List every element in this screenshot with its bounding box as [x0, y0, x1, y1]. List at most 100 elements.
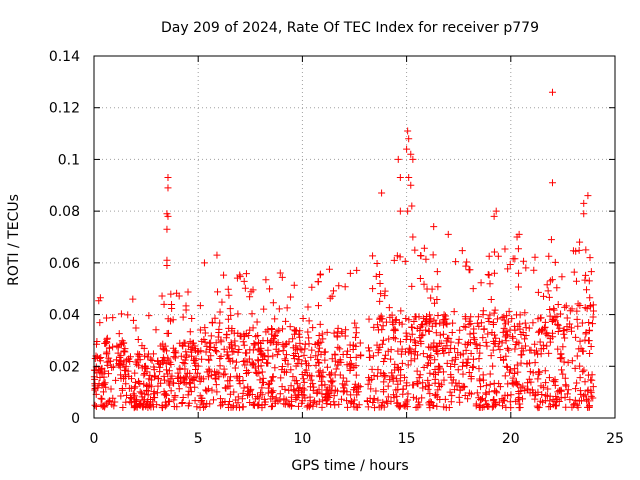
data-point — [542, 330, 550, 338]
data-point — [221, 370, 229, 378]
data-point — [550, 315, 558, 323]
data-point — [503, 344, 511, 352]
data-point — [436, 396, 444, 404]
data-point — [97, 394, 105, 402]
data-point — [566, 396, 574, 404]
data-point — [356, 383, 364, 391]
data-point — [300, 351, 308, 359]
data-point — [246, 399, 254, 407]
data-point — [235, 404, 243, 412]
data-point — [381, 287, 389, 295]
data-point — [107, 385, 115, 393]
data-point — [440, 311, 448, 319]
data-point — [519, 328, 527, 336]
data-point — [141, 369, 149, 377]
data-point — [273, 351, 281, 359]
data-point — [445, 403, 453, 411]
data-point — [352, 371, 360, 379]
data-point — [289, 335, 297, 343]
data-point — [155, 375, 163, 383]
data-point — [530, 266, 538, 274]
data-point — [257, 362, 265, 370]
data-point — [507, 404, 515, 412]
data-point — [244, 383, 252, 391]
data-point — [164, 174, 172, 182]
data-point — [132, 396, 140, 404]
data-point — [548, 88, 556, 96]
data-point — [115, 330, 123, 338]
data-point — [314, 278, 322, 286]
data-point — [276, 396, 284, 404]
data-point — [353, 266, 361, 274]
data-point — [524, 385, 532, 393]
data-point — [501, 333, 509, 341]
data-point — [499, 396, 507, 404]
data-point — [536, 338, 544, 346]
data-point — [535, 403, 543, 411]
data-point — [476, 375, 484, 383]
data-point — [334, 343, 342, 351]
data-point — [398, 359, 406, 367]
data-point — [295, 402, 303, 410]
data-point — [541, 367, 549, 375]
data-point — [269, 352, 277, 360]
data-point — [431, 356, 439, 364]
x-tick-label: 15 — [398, 431, 416, 447]
data-point — [520, 257, 528, 265]
data-point — [509, 255, 517, 263]
data-point — [240, 384, 248, 392]
x-tick-label: 0 — [90, 431, 99, 447]
data-point — [212, 374, 220, 382]
data-point — [373, 341, 381, 349]
data-point — [543, 281, 551, 289]
data-point — [446, 388, 454, 396]
data-point — [404, 207, 412, 215]
data-point — [234, 310, 242, 318]
data-point — [151, 394, 159, 402]
data-point — [165, 367, 173, 375]
data-point — [511, 326, 519, 334]
x-tick-label: 25 — [606, 431, 624, 447]
data-point — [471, 336, 479, 344]
data-point — [315, 398, 323, 406]
data-point — [302, 366, 310, 374]
data-point — [103, 334, 111, 342]
data-point — [313, 388, 321, 396]
data-point — [464, 359, 472, 367]
data-point — [253, 392, 261, 400]
data-point — [114, 343, 122, 351]
data-point — [305, 362, 313, 370]
data-point — [225, 291, 233, 299]
data-point — [491, 387, 499, 395]
data-point — [405, 344, 413, 352]
data-point — [144, 350, 152, 358]
data-point — [369, 398, 377, 406]
y-tick-label: 0.02 — [49, 359, 80, 375]
data-point — [469, 355, 477, 363]
data-point — [116, 357, 124, 365]
data-point — [126, 357, 134, 365]
data-point — [231, 364, 239, 372]
data-point — [343, 388, 351, 396]
data-point — [136, 400, 144, 408]
data-point — [271, 315, 279, 323]
data-point — [276, 269, 284, 277]
data-point — [469, 285, 477, 293]
data-point — [164, 354, 172, 362]
data-point — [296, 333, 304, 341]
data-point — [440, 403, 448, 411]
data-point — [440, 376, 448, 384]
data-point — [396, 174, 404, 182]
data-point — [569, 247, 577, 255]
data-point — [455, 393, 463, 401]
data-point — [553, 396, 561, 404]
data-point — [150, 363, 158, 371]
data-point — [491, 306, 499, 314]
data-point — [316, 367, 324, 375]
data-point — [167, 360, 175, 368]
data-point — [582, 271, 590, 279]
data-point — [572, 385, 580, 393]
data-point — [271, 332, 279, 340]
data-point — [266, 285, 274, 293]
data-point — [346, 269, 354, 277]
